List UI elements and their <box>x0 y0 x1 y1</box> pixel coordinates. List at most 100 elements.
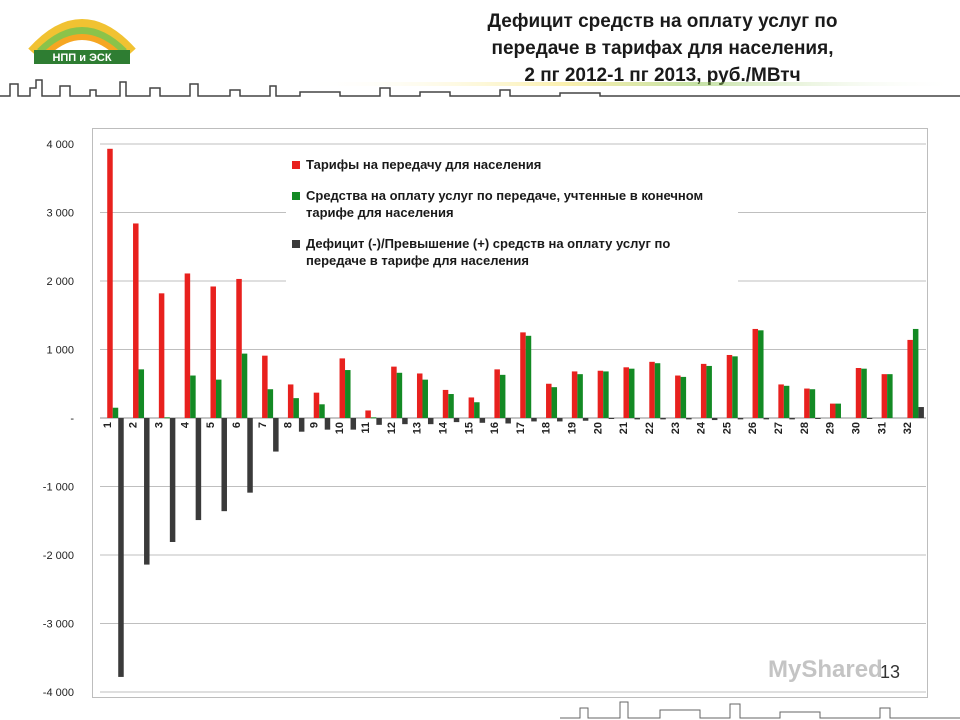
x-tick-label: 21 <box>618 422 630 434</box>
bar-series-3-cat-3 <box>169 418 176 542</box>
bar-series-1-cat-12 <box>391 366 397 418</box>
logo-text: НПП и ЭСК <box>52 52 111 64</box>
x-tick-label: 14 <box>437 421 449 434</box>
sun-rays <box>28 19 136 56</box>
chart-frame <box>92 128 928 698</box>
bar-series-1-cat-13 <box>416 373 423 418</box>
footer-skyline-decoration <box>560 701 960 719</box>
bar-series-1-cat-6 <box>236 278 242 418</box>
bar-series-1-cat-30 <box>855 367 862 418</box>
bar-series-2-cat-19 <box>577 374 583 418</box>
bar-series-2-cat-21 <box>628 368 635 418</box>
x-tick-label: 17 <box>515 422 527 434</box>
x-tick-label: 11 <box>360 422 372 434</box>
bar-series-1-cat-22 <box>649 361 655 418</box>
x-tick-label: 30 <box>850 422 862 434</box>
x-tick-label: 6 <box>231 422 243 428</box>
y-tick-label: 4 000 <box>46 139 74 151</box>
bar-series-3-cat-2 <box>144 418 150 565</box>
bar-series-3-cat-21 <box>634 418 640 420</box>
bar-series-1-cat-24 <box>700 363 707 418</box>
bar-series-3-cat-6 <box>247 418 253 493</box>
bar-series-1-cat-25 <box>726 354 733 418</box>
x-tick-label: 9 <box>308 422 320 428</box>
x-tick-label: 18 <box>541 422 553 434</box>
bar-series-1-cat-3 <box>158 293 165 418</box>
x-tick-label: 20 <box>592 422 604 434</box>
watermark: MyShared <box>768 656 883 683</box>
title-line-3: 2 пг 2012-1 пг 2013, руб./МВтч <box>524 65 801 86</box>
bar-series-2-cat-29 <box>835 403 841 418</box>
bar-series-3-cat-14 <box>453 418 460 423</box>
bar-series-3-cat-19 <box>582 418 589 421</box>
bar-series-3-cat-30 <box>866 418 873 419</box>
x-tick-label: 12 <box>386 422 398 434</box>
bar-series-2-cat-3 <box>164 417 170 419</box>
legend-swatch-green <box>292 192 300 200</box>
bar-series-2-cat-28 <box>809 389 816 418</box>
bar-series-2-cat-24 <box>706 365 712 418</box>
bar-series-1-cat-10 <box>339 358 346 418</box>
bar-series-3-cat-1 <box>118 418 124 677</box>
bar-series-3-cat-27 <box>789 418 795 420</box>
x-tick-label: 31 <box>876 422 888 434</box>
bar-series-2-cat-16 <box>499 374 506 418</box>
x-tick-label: 5 <box>205 422 217 428</box>
bar-series-3-cat-5 <box>221 418 227 512</box>
bar-series-2-cat-6 <box>241 353 248 418</box>
bar-series-3-cat-20 <box>608 418 615 419</box>
x-tick-label: 16 <box>489 422 501 434</box>
bar-series-1-cat-5 <box>210 286 216 418</box>
bar-series-1-cat-17 <box>520 332 526 418</box>
bar-series-2-cat-14 <box>448 394 454 418</box>
bar-series-1-cat-20 <box>597 370 604 418</box>
bar-series-2-cat-5 <box>215 379 222 418</box>
bar-series-2-cat-15 <box>474 402 480 418</box>
company-logo: НПП и ЭСК <box>28 19 136 64</box>
bar-series-1-cat-21 <box>623 367 629 418</box>
bar-series-2-cat-25 <box>732 356 738 418</box>
y-tick-label: 3 000 <box>46 208 74 220</box>
legend-label: Дефицит (-)/Превышение (+) средств на оп… <box>306 236 671 268</box>
legend-label: Тарифы на передачу для населения <box>306 157 542 172</box>
bar-series-3-cat-12 <box>402 418 408 425</box>
bar-series-3-cat-17 <box>531 418 537 422</box>
y-tick-label: 1 000 <box>46 345 74 357</box>
bar-series-3-cat-13 <box>427 418 434 425</box>
bar-series-3-cat-24 <box>711 418 718 421</box>
bar-series-1-cat-8 <box>287 384 294 418</box>
bar-series-1-cat-28 <box>804 388 810 418</box>
bar-series-3-cat-10 <box>350 418 357 430</box>
title-line-1: Дефицит средств на оплату услуг по <box>487 11 838 32</box>
y-tick-label: -2 000 <box>43 550 74 562</box>
x-tick-label: 26 <box>747 422 759 434</box>
x-tick-label: 1 <box>102 422 114 428</box>
bar-series-2-cat-22 <box>654 363 661 418</box>
bar-series-3-cat-4 <box>195 418 202 521</box>
x-tick-label: 25 <box>721 422 733 434</box>
bar-series-2-cat-11 <box>370 417 377 419</box>
bar-series-3-cat-26 <box>763 418 770 420</box>
legend-item-funds: Средства на оплату услуг по передаче, уч… <box>292 187 732 221</box>
x-tick-label: 27 <box>773 422 785 434</box>
bar-series-2-cat-20 <box>603 371 609 418</box>
legend-label: Средства на оплату услуг по передаче, уч… <box>306 188 704 220</box>
x-tick-label: 2 <box>128 422 140 428</box>
bar-series-3-cat-8 <box>298 418 305 432</box>
bar-series-1-cat-7 <box>262 355 268 418</box>
bar-series-2-cat-9 <box>319 404 325 418</box>
bar-series-1-cat-1 <box>107 148 113 419</box>
bar-series-3-cat-7 <box>273 418 279 452</box>
bar-series-2-cat-26 <box>758 330 764 418</box>
bar-series-1-cat-2 <box>133 223 139 418</box>
bar-series-1-cat-26 <box>752 328 759 418</box>
bar-series-1-cat-19 <box>571 371 578 418</box>
bar-series-3-cat-28 <box>815 418 821 419</box>
chart-legend: Тарифы на передачу для населения Средств… <box>286 152 738 289</box>
page-number: 13 <box>880 662 901 682</box>
bar-series-1-cat-16 <box>494 369 500 418</box>
bar-series-3-cat-32 <box>918 407 924 418</box>
bar-series-2-cat-7 <box>267 389 274 418</box>
x-tick-label: 4 <box>179 421 191 428</box>
bar-series-2-cat-32 <box>912 328 919 418</box>
